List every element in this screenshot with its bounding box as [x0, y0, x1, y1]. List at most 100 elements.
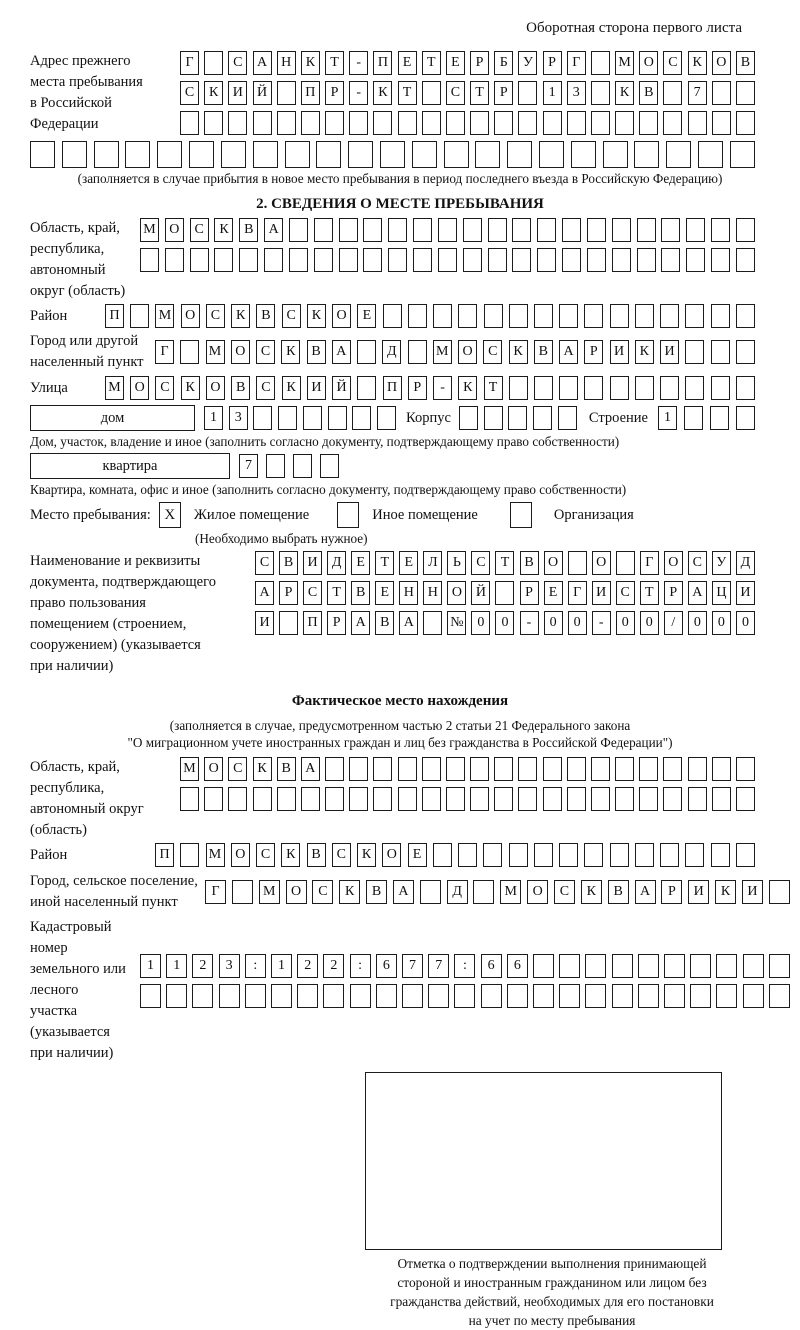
char-cell: Д	[735, 551, 755, 575]
char-cell	[397, 787, 417, 811]
char-cell: 0	[687, 611, 707, 635]
char-cell	[685, 304, 705, 328]
stroenie-row: 1	[657, 406, 755, 430]
char-cell	[537, 218, 557, 242]
char-cell: А	[331, 340, 351, 364]
char-cell: Р	[407, 376, 427, 400]
char-cell	[302, 406, 322, 430]
char-cell: Е	[407, 843, 427, 867]
char-cell	[506, 984, 528, 1008]
char-cell: С	[445, 81, 465, 105]
char-cell: :	[349, 954, 371, 978]
char-cell: :	[244, 954, 266, 978]
char-cell: О	[204, 757, 224, 781]
char-cell	[253, 406, 273, 430]
char-cell	[690, 954, 712, 978]
char-cell: №	[447, 611, 467, 635]
char-cell	[710, 843, 730, 867]
char-cell	[487, 218, 507, 242]
char-cell	[542, 111, 562, 135]
char-cell	[228, 787, 248, 811]
char-cell: -	[349, 81, 369, 105]
doc-row-3: И П Р А В А № 0 0-0 0-0 0/0 0 0	[255, 611, 755, 635]
char-cell	[244, 984, 266, 1008]
char-cell	[445, 111, 465, 135]
char-cell	[634, 843, 654, 867]
char-cell	[602, 141, 628, 168]
char-cell	[533, 304, 553, 328]
char-cell	[276, 81, 296, 105]
char-cell	[615, 111, 635, 135]
char-cell: 7	[239, 454, 258, 478]
char-cell: Н	[423, 581, 443, 605]
char-cell	[512, 218, 532, 242]
char-cell	[140, 248, 159, 272]
char-cell	[323, 984, 345, 1008]
char-cell	[373, 787, 393, 811]
char-cell	[166, 984, 188, 1008]
char-cell	[276, 111, 296, 135]
char-cell: Т	[325, 51, 345, 75]
char-cell: П	[105, 304, 124, 328]
char-cell: Т	[327, 581, 347, 605]
char-cell	[445, 757, 465, 781]
char-cell	[413, 248, 433, 272]
char-cell	[507, 141, 533, 168]
char-cell: У	[711, 551, 731, 575]
char-cell	[382, 304, 402, 328]
char-cell	[609, 304, 629, 328]
char-cell: 0	[639, 611, 659, 635]
char-cell	[363, 248, 383, 272]
char-cell: И	[735, 581, 755, 605]
district-label: Район	[30, 307, 68, 324]
char-cell	[768, 984, 790, 1008]
prev-address-block: Адрес прежнего места пребывания в Россий…	[30, 51, 755, 135]
char-cell: 0	[735, 611, 755, 635]
prev-address-row-3	[180, 111, 755, 135]
char-cell: С	[281, 304, 301, 328]
char-cell	[338, 248, 358, 272]
char-cell: О	[180, 304, 200, 328]
char-cell: И	[228, 81, 248, 105]
char-cell: 2	[192, 954, 214, 978]
char-cell	[407, 304, 427, 328]
char-cell	[373, 757, 393, 781]
char-cell: В	[276, 757, 296, 781]
char-cell: О	[591, 551, 611, 575]
char-cell: В	[519, 551, 539, 575]
char-cell	[735, 218, 755, 242]
char-cell	[562, 218, 582, 242]
char-cell: Р	[519, 581, 539, 605]
actual-location-note-1: (заполняется в случае, предусмотренном ч…	[169, 718, 631, 733]
char-cell	[494, 757, 514, 781]
char-cell: К	[508, 340, 528, 364]
char-cell	[663, 757, 683, 781]
char-cell	[349, 111, 369, 135]
char-cell	[388, 248, 408, 272]
char-cell	[687, 111, 707, 135]
char-cell	[685, 340, 705, 364]
char-cell	[685, 376, 705, 400]
char-cell	[584, 304, 604, 328]
char-cell	[590, 787, 610, 811]
char-cell	[325, 111, 345, 135]
char-cell: С	[255, 551, 274, 575]
street-label: Улица	[30, 379, 68, 396]
char-cell: К	[252, 757, 272, 781]
char-cell	[735, 757, 755, 781]
char-cell: Г	[566, 51, 586, 75]
char-cell: С	[189, 218, 209, 242]
char-cell: Й	[471, 581, 491, 605]
char-cell	[228, 111, 248, 135]
char-cell: С	[615, 581, 635, 605]
char-cell	[566, 111, 586, 135]
region-row-2	[140, 248, 755, 272]
char-cell: 1	[542, 81, 562, 105]
house-box: дом	[30, 405, 195, 431]
char-cell	[271, 984, 293, 1008]
char-cell	[494, 111, 514, 135]
char-cell: 1	[166, 954, 188, 978]
